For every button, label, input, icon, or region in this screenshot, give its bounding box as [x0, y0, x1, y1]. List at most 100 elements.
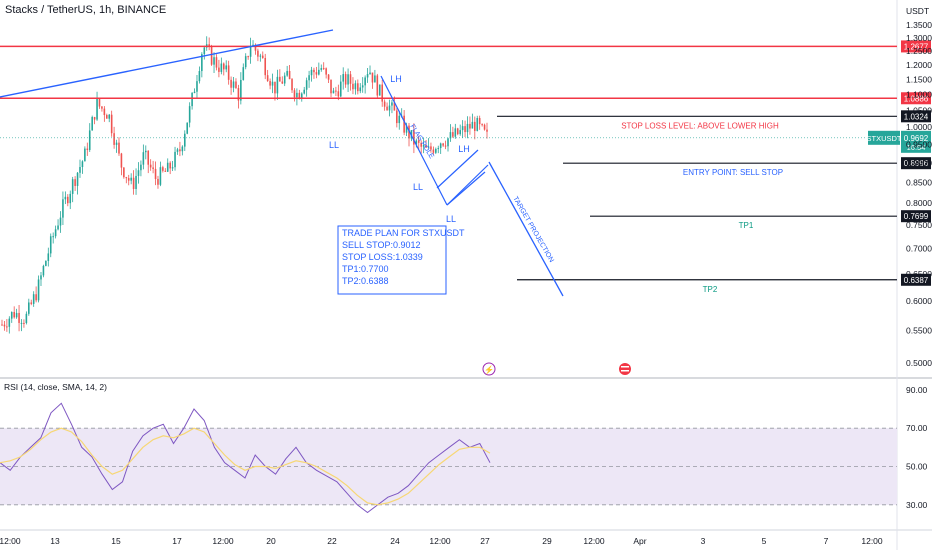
candle-body	[244, 56, 247, 68]
candle-body	[45, 260, 47, 266]
candle-body	[342, 74, 345, 82]
rsi-series-layer	[0, 402, 491, 514]
price-axis-tick-15: 0.6000	[906, 296, 932, 306]
level-price-tag-text-4: 0.7699	[904, 212, 929, 221]
candle-body	[439, 143, 442, 149]
candle-body	[230, 79, 232, 88]
candle-body	[247, 56, 249, 58]
candle-body	[20, 322, 23, 324]
flag-stripe-a	[621, 366, 629, 368]
chart-title: Stacks / TetherUS, 1h, BINANCE	[5, 4, 167, 16]
candle-body	[42, 265, 45, 276]
current-price-symbol-tag	[868, 130, 900, 145]
price-axis-tick-3: 1.2000	[906, 60, 932, 70]
candle-body	[291, 79, 293, 91]
candle-body	[305, 80, 308, 90]
candle-body	[266, 75, 269, 82]
trade-plan-line-0: TRADE PLAN FOR STXUSDT	[342, 228, 465, 238]
price-axis-tick-17: 0.5000	[906, 358, 932, 368]
lightning-glyph: ⚡	[484, 365, 494, 375]
candle-body	[59, 217, 62, 226]
price-axis-tick-2: 1.2500	[906, 46, 932, 56]
candle-body	[359, 87, 362, 92]
candle-body	[366, 74, 369, 78]
candle-body	[93, 117, 96, 120]
candle-body	[142, 152, 145, 165]
candle-body	[162, 167, 164, 171]
time-axis-tick-4: 12:00	[212, 536, 234, 546]
candle-body	[339, 81, 342, 97]
candle-body	[264, 58, 267, 76]
current-price-tag	[901, 130, 931, 153]
rsi-axis-tick-0: 90.00	[906, 385, 928, 395]
candle-body	[327, 74, 330, 80]
candle-body	[203, 47, 206, 55]
candle-body	[232, 81, 235, 88]
candle-body	[293, 90, 296, 98]
level-price-tag-text-2: 1.0324	[904, 112, 929, 121]
candle-body	[30, 302, 33, 304]
candle-body	[120, 153, 123, 168]
candle-body	[135, 175, 137, 189]
candle-body	[364, 77, 366, 86]
trade-plan-box	[337, 225, 447, 295]
level-text-3: ENTRY POINT: SELL STOP	[683, 168, 783, 177]
candle-body	[6, 326, 8, 328]
candle-body	[35, 294, 37, 301]
time-axis-tick-0: 12:00	[0, 536, 21, 546]
candle-body	[454, 128, 457, 137]
candle-body	[259, 55, 262, 57]
candle-body	[181, 146, 184, 152]
level-price-tag-1	[901, 92, 931, 105]
candle-body	[298, 92, 301, 99]
candle-body	[147, 150, 150, 165]
candle-body	[79, 167, 81, 173]
candle-body	[127, 178, 130, 181]
candle-body	[374, 75, 376, 83]
candle-body	[481, 124, 483, 126]
candle-body	[405, 125, 408, 133]
candle-body	[8, 318, 11, 327]
candle-body	[220, 63, 223, 72]
candle-body	[288, 70, 291, 80]
candle-body	[71, 179, 74, 194]
candle-body	[152, 167, 154, 169]
time-axis-tick-14: 5	[762, 536, 767, 546]
candle-body	[415, 140, 418, 145]
candle-body	[67, 196, 69, 204]
drawing-lines-layer[interactable]	[0, 29, 897, 297]
time-axis-tick-2: 15	[111, 536, 121, 546]
candle-body	[352, 83, 354, 90]
candle-body	[349, 74, 352, 84]
candle-body	[32, 294, 35, 304]
trade-plan-line-1: SELL STOP:0.9012	[342, 240, 421, 250]
candle-body	[62, 199, 64, 218]
candle-body	[18, 312, 20, 323]
candle-body	[371, 72, 374, 83]
trade-plan-line-4: TP2:0.6388	[342, 276, 389, 286]
level-price-tag-text-3: 0.8996	[904, 159, 929, 168]
candles-layer[interactable]	[1, 36, 488, 334]
candle-body	[96, 98, 98, 120]
level-price-tag-text-0: 1.2677	[904, 42, 929, 51]
rsi-band-layer	[0, 427, 897, 506]
candle-body	[237, 88, 240, 101]
time-axis-tick-13: 3	[701, 536, 706, 546]
candle-body	[430, 146, 432, 150]
candle-body	[3, 324, 6, 327]
time-axis-tick-5: 20	[266, 536, 276, 546]
candle-body	[196, 81, 198, 92]
candle-body	[254, 44, 257, 51]
candle-body	[466, 123, 469, 133]
price-axis-tick-6: 1.0500	[906, 106, 932, 116]
candle-body	[330, 79, 332, 94]
candle-body	[420, 142, 422, 147]
candle-body	[486, 129, 488, 132]
candle-body	[413, 130, 415, 145]
price-axis-tick-1: 1.3000	[906, 33, 932, 43]
flag-upper-line	[436, 149, 479, 189]
current-price-symbol: STXUSDT	[866, 134, 901, 143]
price-axis-tick-11: 0.8000	[906, 198, 932, 208]
candle-body	[174, 151, 176, 168]
